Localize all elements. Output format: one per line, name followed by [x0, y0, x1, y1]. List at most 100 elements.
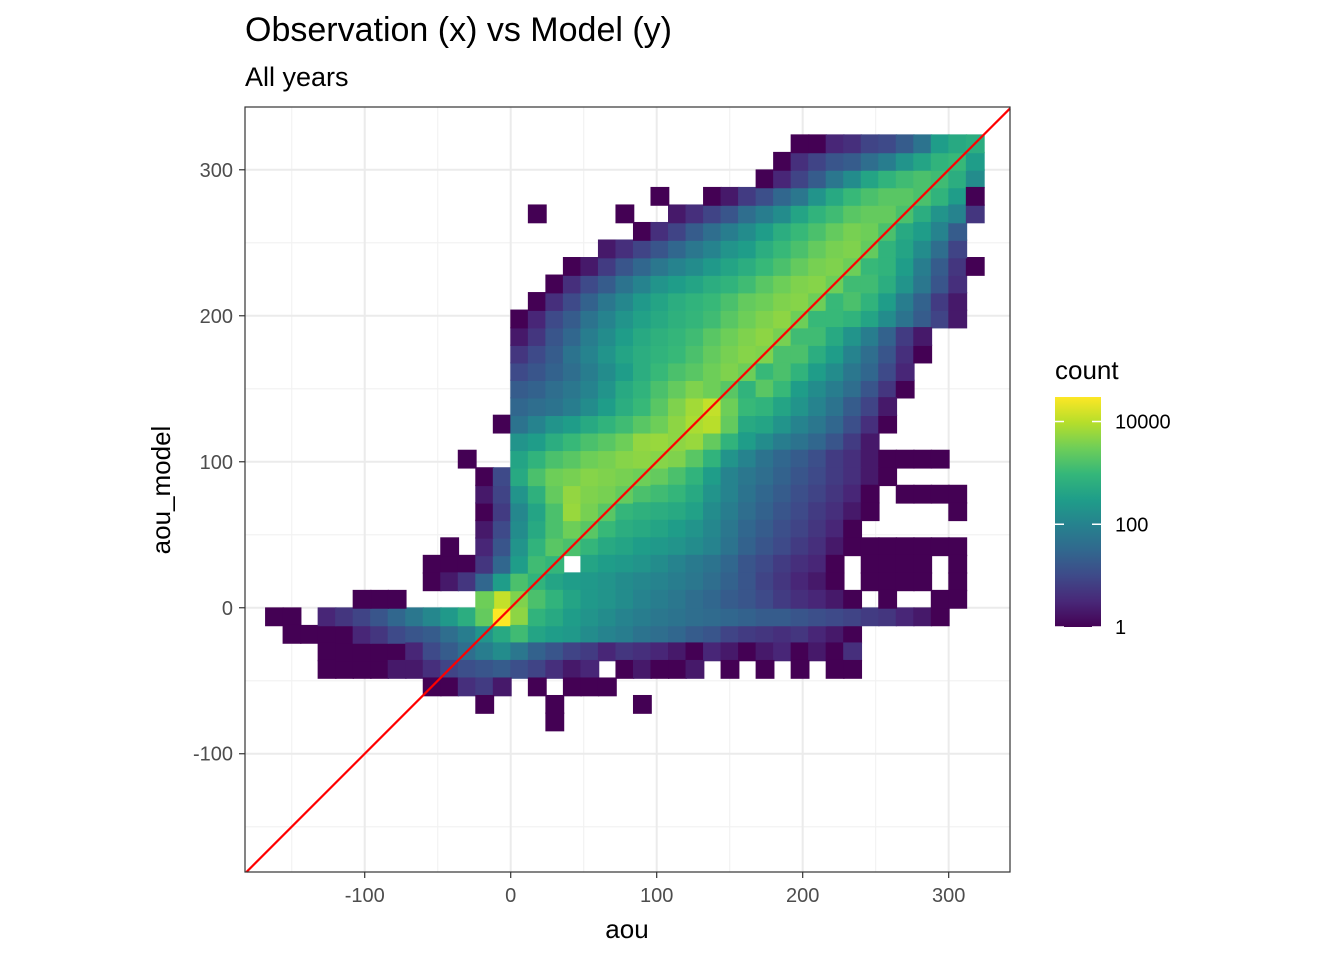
- heatmap-tile: [650, 502, 670, 522]
- heatmap-tile: [597, 449, 617, 469]
- heatmap-tile: [632, 414, 652, 434]
- heatmap-tile: [492, 572, 512, 592]
- heatmap-tile: [720, 589, 740, 609]
- heatmap-tile: [685, 344, 705, 364]
- heatmap-tile: [650, 309, 670, 329]
- heatmap-tile: [650, 467, 670, 487]
- heatmap-tile: [527, 607, 547, 627]
- heatmap-tile: [808, 642, 828, 662]
- heatmap-tile: [790, 659, 810, 679]
- heatmap-tile: [492, 589, 512, 609]
- heatmap-tile: [755, 169, 775, 189]
- heatmap-tile: [825, 397, 845, 417]
- heatmap-tile: [510, 432, 530, 452]
- heatmap-tile: [843, 642, 863, 662]
- y-tick-label: 100: [200, 452, 233, 474]
- heatmap-tile: [580, 309, 600, 329]
- heatmap-tile: [615, 449, 635, 469]
- heatmap-tile: [562, 292, 582, 311]
- heatmap-tile: [562, 677, 582, 697]
- heatmap-tile: [475, 589, 495, 609]
- heatmap-tile: [790, 151, 810, 171]
- heatmap-tile: [632, 327, 652, 346]
- heatmap-tile: [755, 467, 775, 487]
- heatmap-tile: [965, 186, 985, 206]
- heatmap-tile: [632, 344, 652, 364]
- heatmap-tile: [913, 169, 933, 189]
- heatmap-tile: [632, 257, 652, 276]
- heatmap-tile: [895, 607, 915, 627]
- heatmap-tile: [597, 397, 617, 417]
- legend-label: 100: [1115, 514, 1148, 536]
- heatmap-tile: [615, 467, 635, 487]
- heatmap-tile: [895, 186, 915, 206]
- heatmap-tile: [860, 362, 880, 381]
- heatmap-tile: [808, 169, 828, 189]
- heatmap-tile: [895, 379, 915, 399]
- heatmap-tile: [650, 537, 670, 557]
- heatmap-tile: [668, 221, 687, 241]
- heatmap-tile: [685, 221, 705, 241]
- heatmap-tile: [913, 484, 933, 504]
- heatmap-tile: [720, 344, 740, 364]
- heatmap-tile: [685, 642, 705, 662]
- heatmap-tile: [527, 432, 547, 452]
- heatmap-tile: [773, 379, 792, 399]
- heatmap-tile: [580, 257, 600, 276]
- heatmap-tile: [492, 554, 512, 574]
- heatmap-tile: [668, 519, 687, 539]
- heatmap-tile: [860, 134, 880, 154]
- heatmap-tile: [527, 327, 547, 346]
- heatmap-tile: [720, 554, 740, 574]
- x-tick-label: 300: [932, 885, 965, 907]
- heatmap-tile: [545, 694, 565, 714]
- heatmap-tile: [422, 642, 442, 662]
- heatmap-tile: [317, 659, 337, 679]
- heatmap-tile: [597, 414, 617, 434]
- heatmap-tile: [580, 449, 600, 469]
- heatmap-tile: [773, 642, 792, 662]
- heatmap-tile: [878, 134, 898, 154]
- heatmap-tile: [703, 221, 722, 241]
- heatmap-tile: [492, 467, 512, 487]
- heatmap-tile: [738, 502, 757, 522]
- heatmap-tile: [335, 659, 354, 679]
- heatmap-tile: [527, 659, 547, 679]
- heatmap-tile: [597, 624, 617, 644]
- heatmap-tile: [843, 589, 863, 609]
- heatmap-tile: [703, 467, 722, 487]
- heatmap-tile: [720, 327, 740, 346]
- heatmap-tile: [405, 624, 425, 644]
- heatmap-tile: [790, 572, 810, 592]
- heatmap-tile: [545, 642, 565, 662]
- heatmap-tile: [475, 484, 495, 504]
- heatmap-tile: [597, 432, 617, 452]
- heatmap-tile: [773, 186, 792, 206]
- heatmap-tile: [387, 589, 407, 609]
- heatmap-tile: [562, 484, 582, 504]
- heatmap-tile: [650, 362, 670, 381]
- heatmap-tile: [913, 554, 933, 574]
- heatmap-tile: [808, 309, 828, 329]
- heatmap-tile: [282, 607, 302, 627]
- heatmap-tile: [843, 169, 863, 189]
- heatmap-tile: [755, 642, 775, 662]
- heatmap-tile: [825, 449, 845, 469]
- heatmap-tile: [685, 327, 705, 346]
- heatmap-tile: [580, 397, 600, 417]
- heatmap-tile: [773, 572, 792, 592]
- heatmap-tile: [562, 519, 582, 539]
- heatmap-tile: [720, 659, 740, 679]
- heatmap-tile: [948, 169, 968, 189]
- legend-label: 1: [1115, 617, 1126, 639]
- heatmap-tile: [913, 204, 933, 224]
- heatmap-tile: [668, 379, 687, 399]
- heatmap-tile: [685, 239, 705, 259]
- heatmap-tile: [808, 432, 828, 452]
- heatmap-tile: [545, 589, 565, 609]
- heatmap-tile: [720, 519, 740, 539]
- heatmap-tile: [387, 624, 407, 644]
- heatmap-tile: [825, 309, 845, 329]
- heatmap-tile: [843, 607, 863, 627]
- heatmap-tile: [632, 362, 652, 381]
